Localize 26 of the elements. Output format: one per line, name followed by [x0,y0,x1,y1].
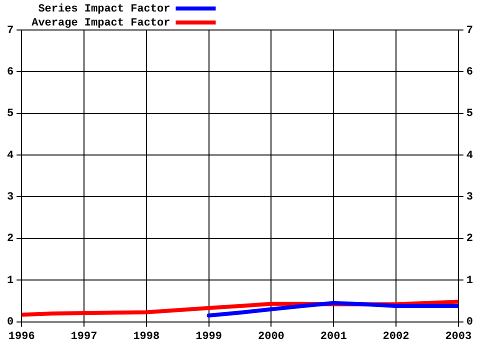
y2-tick-label: 5 [466,108,474,120]
x-tick-label: 2003 [445,331,472,344]
x-tick-label: 1999 [196,331,222,344]
y-tick-label: 7 [6,24,14,37]
x-tick-label: 1998 [133,331,160,344]
y-tick-label: 0 [6,316,14,329]
y2-tick-label: 7 [466,24,474,37]
x-tick-label: 2000 [258,331,284,344]
x-tick-label: 2002 [382,331,410,344]
x-tick-label: 1997 [70,331,98,344]
y-tick-label: 3 [6,192,14,204]
y2-tick-label: 6 [466,66,474,78]
x-tick-label: 1996 [8,331,35,344]
legend-label: Series Impact Factor [38,3,170,16]
y-tick-label: 6 [6,66,14,78]
y2-tick-label: 0 [466,316,474,329]
y-tick-label: 2 [6,233,14,246]
legend-label: Average Impact Factor [32,17,170,30]
y2-tick-label: 4 [466,150,474,162]
y-tick-label: 5 [6,108,14,120]
y-tick-label: 1 [6,274,14,287]
y-tick-label: 4 [6,150,14,162]
y2-tick-label: 3 [466,192,474,204]
y2-tick-label: 1 [466,274,474,287]
x-tick-label: 2001 [320,331,348,344]
y2-tick-label: 2 [466,233,474,246]
